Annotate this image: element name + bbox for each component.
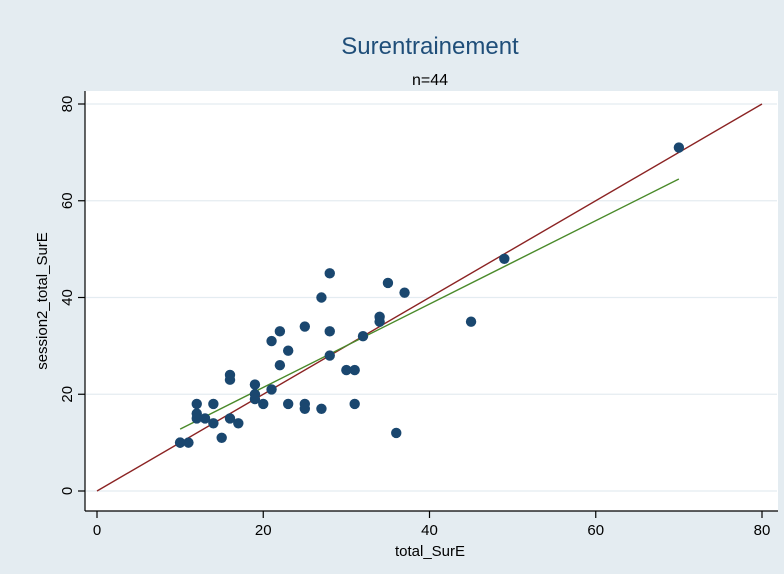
data-point: [399, 287, 410, 298]
x-tick-label: 80: [754, 522, 771, 539]
data-point: [391, 427, 402, 439]
data-point: [191, 398, 202, 410]
data-point: [316, 292, 327, 303]
data-point: [465, 316, 477, 327]
data-point: [349, 398, 360, 410]
data-point: [258, 398, 269, 410]
x-tick-label: 40: [421, 522, 438, 539]
gridlines: [86, 103, 777, 492]
data-point: [224, 413, 236, 424]
data-point: [324, 326, 335, 337]
data-point: [266, 335, 277, 347]
data-point: [324, 350, 335, 361]
x-tick-label: 0: [93, 522, 101, 539]
y-tick-label: 80: [59, 96, 76, 113]
data-point: [299, 403, 311, 414]
y-tick-label: 40: [59, 289, 76, 306]
data-point: [374, 316, 385, 327]
data-points: [174, 142, 685, 448]
chart-subtitle: n=44: [412, 72, 448, 89]
data-point: [274, 360, 286, 371]
x-tick-label: 60: [587, 522, 604, 539]
y-tick-label: 60: [59, 192, 76, 209]
fit-line: [179, 178, 680, 430]
data-point: [673, 142, 685, 153]
data-point: [266, 384, 277, 395]
data-point: [216, 432, 227, 443]
data-point: [382, 277, 394, 289]
data-point: [316, 403, 327, 414]
data-point: [282, 398, 294, 410]
data-point: [208, 398, 219, 410]
data-point: [224, 374, 236, 385]
data-point: [282, 345, 294, 356]
data-point: [191, 413, 202, 424]
chart-title: Surentrainement: [341, 33, 519, 60]
y-tick-label: 0: [59, 487, 76, 495]
x-tick-label: 20: [255, 522, 272, 539]
plot-area: [85, 91, 778, 511]
data-point: [174, 437, 186, 448]
data-point: [357, 331, 369, 342]
data-point: [349, 364, 360, 376]
y-ticks: 0 20 40 60 80: [59, 96, 85, 495]
data-point: [233, 418, 244, 429]
data-point: [299, 321, 311, 332]
data-point: [249, 379, 261, 390]
data-point: [341, 364, 352, 376]
y-tick-label: 20: [59, 386, 76, 403]
x-axis-label: total_SurE: [395, 543, 465, 560]
y-axis-label: session2_total_SurE: [34, 232, 51, 370]
data-point: [499, 253, 510, 264]
data-point: [324, 268, 335, 279]
data-point: [249, 393, 261, 405]
data-point: [208, 418, 219, 429]
data-point: [199, 413, 211, 424]
x-ticks: 0 20 40 60 80: [93, 511, 771, 539]
data-point: [183, 437, 194, 448]
identity-line: [96, 103, 763, 492]
fit-lines: [96, 103, 763, 492]
data-point: [274, 326, 286, 337]
